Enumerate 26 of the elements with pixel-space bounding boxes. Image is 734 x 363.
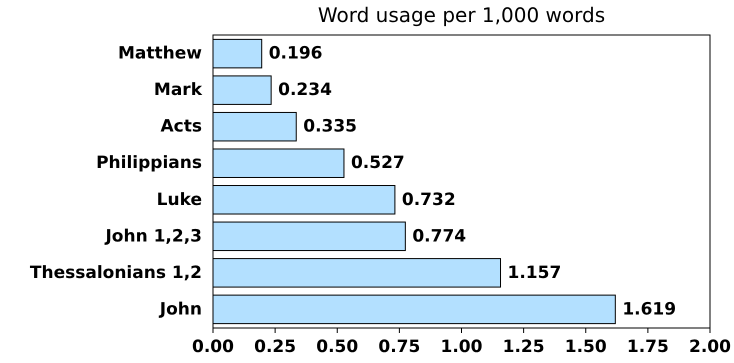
y-tick-label: Acts <box>160 116 202 137</box>
y-tick-label: Philippians <box>96 153 202 174</box>
x-tick-label: 1.50 <box>564 337 607 357</box>
x-tick-label: 0.25 <box>254 337 296 357</box>
x-tick-label: 2.00 <box>689 337 732 357</box>
data-label: 0.234 <box>278 80 332 100</box>
x-tick-label: 1.00 <box>440 337 483 357</box>
chart-title: Word usage per 1,000 words <box>318 3 606 27</box>
data-label: 1.619 <box>622 299 676 320</box>
y-tick-label: Mark <box>154 80 203 100</box>
data-label: 0.335 <box>303 116 358 137</box>
x-tick-label: 0.50 <box>316 337 358 357</box>
data-label: 0.196 <box>268 44 322 64</box>
data-label: 0.527 <box>350 153 405 174</box>
y-tick-label: Luke <box>156 190 202 210</box>
x-tick-label: 1.25 <box>502 337 545 357</box>
y-tick-label: Thessalonians 1,2 <box>30 262 202 283</box>
data-label: 1.157 <box>508 262 562 283</box>
y-tick-label: John <box>158 299 202 320</box>
data-label: 0.774 <box>412 226 466 246</box>
x-tick-label: 1.75 <box>626 337 669 357</box>
x-tick-label: 0.75 <box>378 337 420 357</box>
y-tick-label: John 1,2,3 <box>104 226 202 246</box>
y-tick-label: Matthew <box>118 44 202 64</box>
data-label: 0.732 <box>402 190 456 210</box>
x-tick-label: 0.00 <box>192 337 234 357</box>
